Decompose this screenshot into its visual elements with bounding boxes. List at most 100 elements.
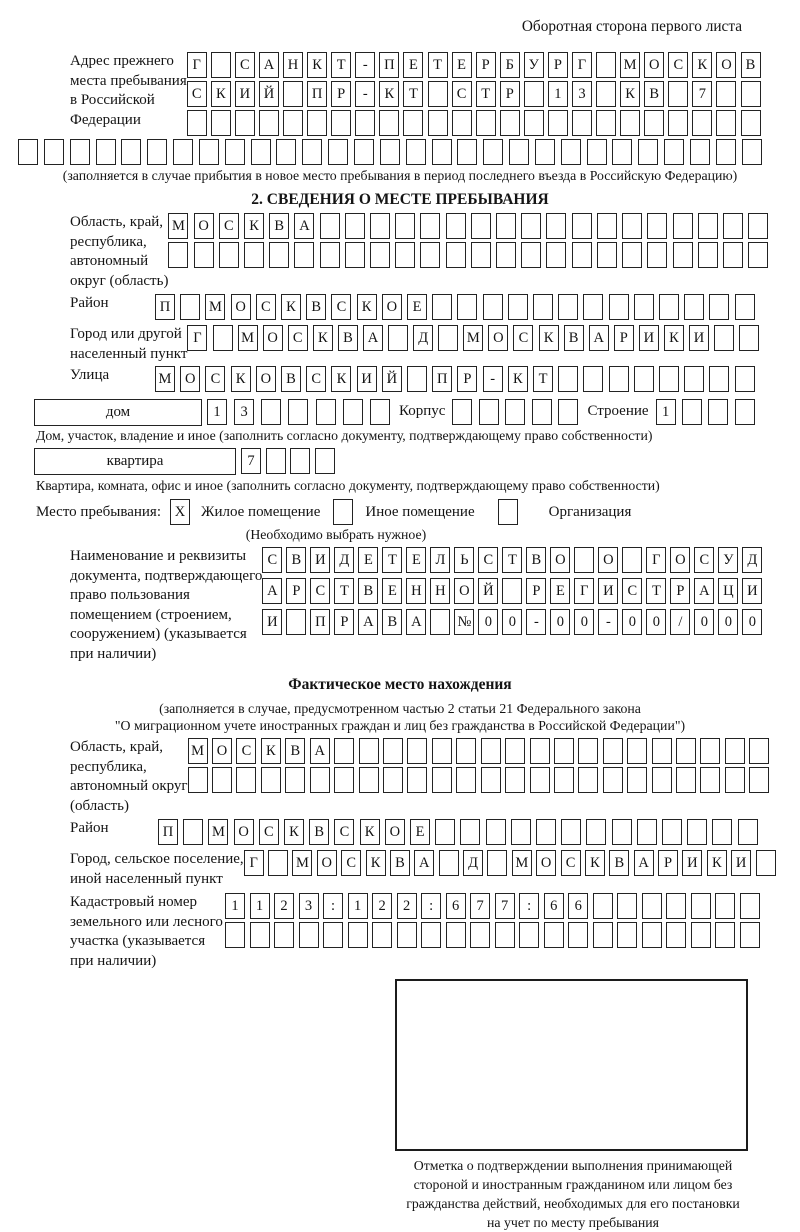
char-cell[interactable] [502,578,523,604]
char-cell[interactable] [407,366,428,392]
char-cell[interactable] [536,819,557,845]
char-cell[interactable]: И [742,578,763,604]
char-cell[interactable] [666,922,687,948]
char-cell[interactable]: Д [413,325,434,351]
char-cell[interactable] [427,110,448,136]
char-cell[interactable] [283,110,304,136]
char-cell[interactable]: В [740,52,761,78]
char-cell[interactable] [586,819,607,845]
char-cell[interactable] [396,922,417,948]
char-cell[interactable] [571,213,592,239]
char-cell[interactable] [18,139,38,165]
char-cell[interactable] [534,139,555,165]
char-cell[interactable] [309,767,330,793]
char-cell[interactable]: В [563,325,584,351]
char-cell[interactable]: В [306,294,327,320]
char-cell[interactable] [611,819,632,845]
char-cell[interactable] [558,366,579,392]
char-cell[interactable] [395,213,416,239]
char-cell[interactable] [531,399,552,425]
char-cell[interactable]: Р [613,325,634,351]
char-cell[interactable] [638,139,659,165]
char-cell[interactable]: 3 [234,399,255,425]
char-cell[interactable]: А [294,213,315,239]
char-cell[interactable]: Й [478,578,499,604]
char-cell[interactable] [470,922,491,948]
char-cell[interactable] [510,819,531,845]
char-cell[interactable]: Г [571,52,592,78]
char-cell[interactable] [261,399,282,425]
char-cell[interactable] [547,110,568,136]
char-cell[interactable]: 1 [207,399,227,425]
char-cell[interactable]: 3 [298,893,319,919]
char-cell[interactable] [586,139,607,165]
char-cell[interactable] [571,110,592,136]
char-cell[interactable]: 1 [249,893,270,919]
char-cell[interactable]: О [454,578,475,604]
char-cell[interactable] [633,294,654,320]
char-cell[interactable] [715,893,736,919]
char-cell[interactable] [494,922,515,948]
char-cell[interactable] [608,366,629,392]
char-cell[interactable] [596,52,617,78]
char-cell[interactable]: С [334,819,355,845]
char-cell[interactable]: С [668,52,689,78]
char-cell[interactable]: 6 [568,893,589,919]
char-cell[interactable] [546,242,567,268]
char-cell[interactable] [420,213,441,239]
char-cell[interactable] [714,325,735,351]
char-cell[interactable] [672,242,693,268]
char-cell[interactable]: 1 [655,399,676,425]
char-cell[interactable] [249,922,270,948]
char-cell[interactable]: В [382,609,403,635]
char-cell[interactable] [218,242,239,268]
char-cell[interactable]: К [379,81,400,107]
char-cell[interactable] [274,922,295,948]
char-cell[interactable] [578,767,599,793]
char-cell[interactable]: Р [547,52,568,78]
char-cell[interactable]: М [511,850,532,876]
char-cell[interactable]: Ц [718,578,739,604]
char-cell[interactable] [748,213,769,239]
char-cell[interactable]: М [168,213,189,239]
char-cell[interactable] [187,767,208,793]
char-cell[interactable]: К [706,850,727,876]
char-cell[interactable] [749,767,770,793]
char-cell[interactable] [193,242,214,268]
char-cell[interactable] [379,110,400,136]
char-cell[interactable] [715,139,736,165]
char-cell[interactable]: / [670,609,691,635]
char-cell[interactable] [734,294,755,320]
char-cell[interactable]: И [356,366,377,392]
char-cell[interactable]: Е [406,547,427,573]
char-cell[interactable] [431,139,452,165]
char-cell[interactable] [405,139,426,165]
char-cell[interactable]: Н [430,578,451,604]
char-cell[interactable]: К [230,366,251,392]
char-cell[interactable]: Р [475,52,496,78]
char-cell[interactable] [212,767,233,793]
char-cell[interactable]: Р [499,81,520,107]
char-cell[interactable] [627,767,648,793]
char-cell[interactable]: И [682,850,703,876]
char-cell[interactable] [388,325,409,351]
char-cell[interactable]: - [355,52,376,78]
char-cell[interactable] [666,893,687,919]
char-cell[interactable] [186,110,207,136]
char-cell[interactable] [431,738,452,764]
char-cell[interactable] [470,213,491,239]
char-cell[interactable]: И [310,547,331,573]
char-cell[interactable]: В [337,325,358,351]
char-cell[interactable]: А [362,325,383,351]
char-cell[interactable]: № [454,609,475,635]
char-cell[interactable] [505,767,526,793]
char-cell[interactable]: С [513,325,534,351]
char-cell[interactable]: М [620,52,641,78]
char-cell[interactable]: С [262,547,283,573]
char-cell[interactable] [420,242,441,268]
char-cell[interactable]: С [218,213,239,239]
char-cell[interactable] [260,767,281,793]
char-cell[interactable]: 1 [347,893,368,919]
char-cell[interactable] [739,325,760,351]
char-cell[interactable] [431,767,452,793]
